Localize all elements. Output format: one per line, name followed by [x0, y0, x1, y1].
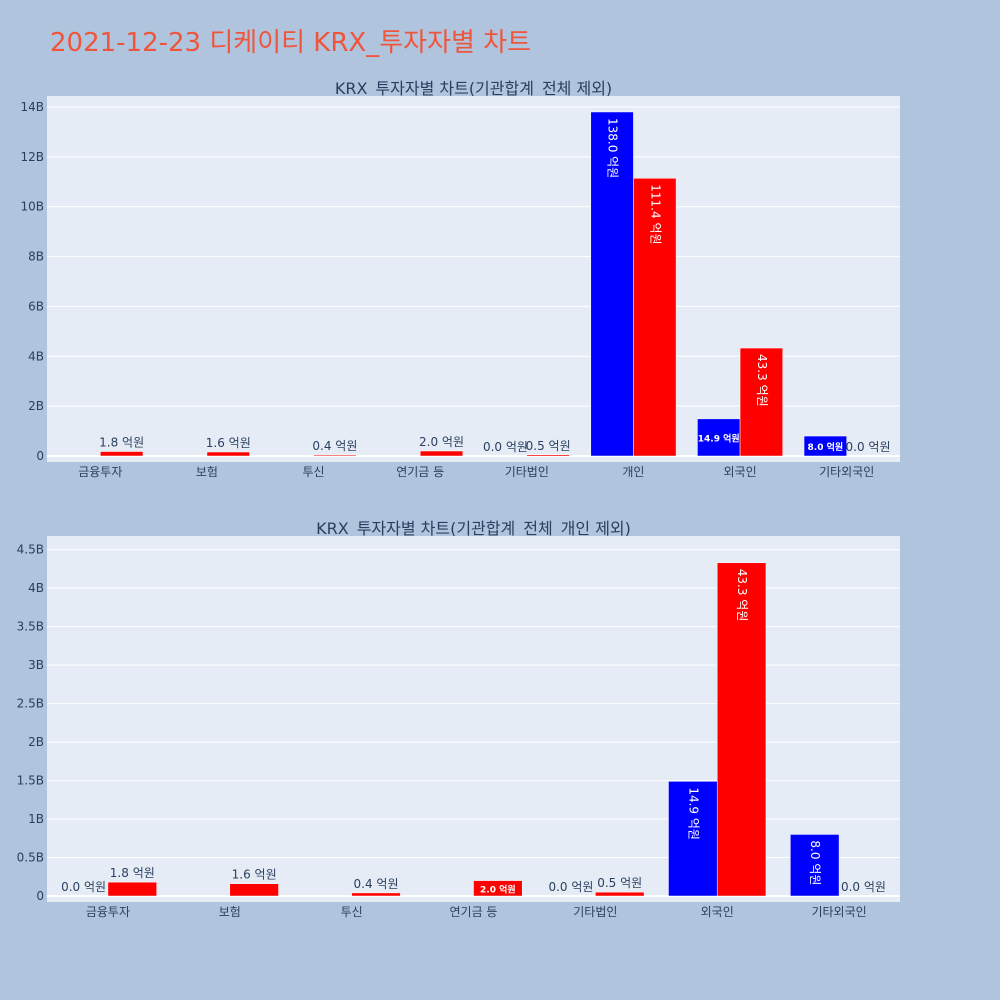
- y-tick-label: 1.5B: [17, 774, 44, 788]
- x-tick-label: 투신: [303, 465, 325, 479]
- investor-chart-2: KRX_투자자별 차트(기관합계_전체_개인 제외) 0 0.5B 1B 1.5B 2B 2…: [17, 519, 900, 919]
- y-tick-label: 2B: [28, 399, 44, 413]
- data-label: 0.5 억원: [597, 876, 642, 890]
- bar-buy: [668, 781, 718, 897]
- data-label: 111.4 억원: [648, 184, 662, 244]
- x-tick-label: 외국인: [724, 465, 757, 479]
- bar-buy: [803, 435, 847, 457]
- bar-sell: [595, 891, 645, 897]
- data-label: 0.0 억원: [846, 440, 891, 454]
- x-tick-label: 연기금 등: [396, 465, 444, 479]
- x-tick-label: 보험: [196, 465, 218, 479]
- bar-sell: [419, 450, 464, 457]
- data-label: 14.9 억원: [686, 787, 700, 840]
- bar-sell: [739, 347, 783, 457]
- bar-sell: [526, 454, 570, 457]
- data-label: 8.0 억원: [808, 840, 822, 885]
- x-tick-label: 보험: [219, 905, 241, 919]
- x-tick-label: 기타법인: [505, 465, 549, 479]
- x-tick-label: 개인: [622, 465, 644, 479]
- y-tick-label: 3B: [28, 658, 44, 672]
- y-tick-label: 0: [36, 889, 44, 903]
- y-tick-label: 2.5B: [17, 697, 44, 711]
- y-tick-label: 10B: [20, 200, 44, 214]
- bar-sell: [351, 892, 401, 897]
- data-label: 43.3 억원: [755, 354, 769, 407]
- bar-sell: [716, 562, 767, 897]
- y-tick-label: 4B: [28, 349, 44, 363]
- y-tick-label: 14B: [20, 100, 44, 114]
- bar-sell: [206, 451, 250, 457]
- y-tick-label: 4.5B: [17, 543, 44, 557]
- data-label: 0.0 억원: [61, 880, 106, 894]
- chart-title: KRX_투자자별 차트(기관합계_전체 제외): [335, 79, 612, 99]
- data-label: 1.8 억원: [99, 436, 144, 450]
- plot-area: [47, 536, 900, 902]
- data-label: 1.6 억원: [206, 436, 251, 450]
- data-label: 0.0 억원: [548, 880, 593, 894]
- investor-chart-1: KRX_투자자별 차트(기관합계_전체 제외) 0 2B 4B 6B 8B 10B 12B 14…: [20, 79, 900, 479]
- bar-sell: [229, 883, 279, 897]
- y-tick-label: 1B: [28, 812, 44, 826]
- bar-buy: [697, 418, 741, 457]
- x-tick-label: 기타외국인: [811, 905, 866, 919]
- y-tick-label: 0.5B: [17, 851, 44, 865]
- y-tick-label: 0: [36, 449, 44, 463]
- bar-buy: [590, 111, 634, 457]
- x-tick-label: 기타외국인: [819, 465, 874, 479]
- data-label: 8.0 억원: [808, 441, 844, 453]
- bar-sell: [107, 881, 157, 897]
- data-label: 2.0 억원: [480, 883, 516, 895]
- data-label: 0.0 억원: [483, 440, 528, 454]
- data-label: 0.0 억원: [841, 880, 886, 894]
- data-label: 43.3 억원: [735, 569, 749, 622]
- y-tick-label: 12B: [20, 150, 44, 164]
- data-label: 0.4 억원: [354, 877, 399, 891]
- y-tick-label: 2B: [28, 735, 44, 749]
- x-tick-label: 금융투자: [78, 465, 122, 479]
- data-label: 0.4 억원: [312, 439, 357, 453]
- bar-sell: [313, 454, 357, 457]
- bar-sell: [100, 451, 144, 457]
- y-tick-label: 4B: [28, 581, 44, 595]
- bar-buy: [790, 834, 840, 897]
- y-tick-label: 3.5B: [17, 620, 44, 634]
- data-label: 1.8 억원: [110, 866, 155, 880]
- x-tick-label: 금융투자: [86, 905, 130, 919]
- data-label: 0.5 억원: [526, 439, 571, 453]
- data-label: 1.6 억원: [232, 868, 277, 882]
- page-title: 2021-12-23 디케이티 KRX_투자자별 차트: [50, 28, 532, 58]
- x-tick-label: 기타법인: [573, 905, 617, 919]
- data-label: 14.9 억원: [698, 432, 740, 444]
- x-tick-label: 투신: [341, 905, 363, 919]
- x-tick-label: 외국인: [701, 905, 734, 919]
- x-tick-label: 연기금 등: [450, 905, 498, 919]
- y-tick-label: 8B: [28, 250, 44, 264]
- data-label: 138.0 억원: [606, 118, 620, 178]
- bar-sell: [633, 178, 677, 457]
- bar-sell: [473, 880, 523, 897]
- data-label: 2.0 억원: [419, 435, 464, 449]
- y-tick-label: 6B: [28, 299, 44, 313]
- chart-title: KRX_투자자별 차트(기관합계_전체_개인 제외): [316, 519, 631, 539]
